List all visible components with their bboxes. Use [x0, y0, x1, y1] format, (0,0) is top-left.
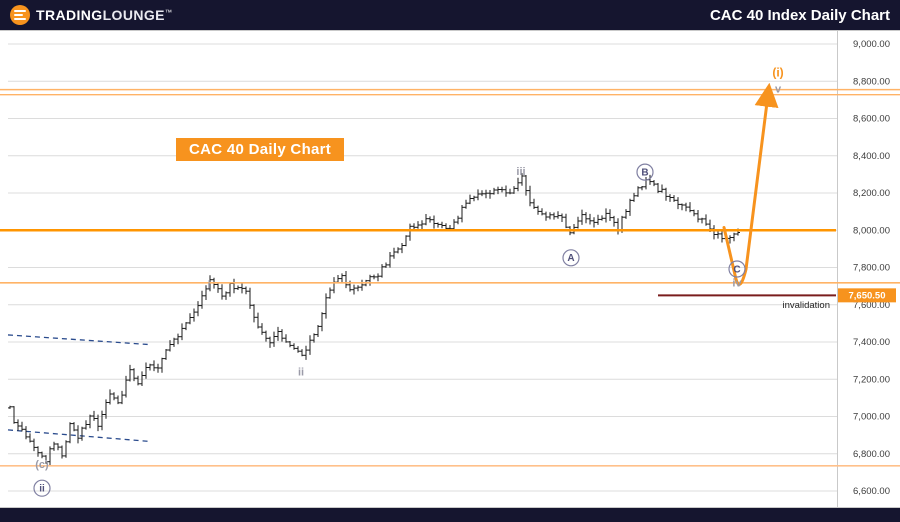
y-tick-label: 8,800.00 [853, 76, 890, 87]
invalidation-caption: invalidation [782, 300, 830, 311]
projection-arrow [722, 82, 779, 286]
wave-label: iii [516, 166, 525, 178]
invalidation-price-label: 7,650.50 [849, 291, 886, 302]
wave-label: ii [298, 366, 304, 378]
wave-label: C [733, 264, 740, 275]
invalidation-price-tag [838, 288, 896, 303]
y-tick-label: 7,400.00 [853, 337, 890, 348]
y-axis-labels: 9,000.00 8,800.00 8,600.00 8,400.00 8,200.00… [853, 39, 890, 497]
brand-logo[interactable]: TRADINGLOUNGE™ [10, 5, 172, 25]
header-bar: TRADINGLOUNGE™ CAC 40 Index Daily Chart [0, 0, 900, 30]
wave-label-circle [33, 479, 51, 497]
y-tick-label: 6,600.00 [853, 486, 890, 497]
y-tick-label: 8,400.00 [853, 151, 890, 162]
ohlc-price-bars [8, 173, 740, 466]
wave-label: i [207, 280, 210, 292]
y-tick-label: 7,800.00 [853, 263, 890, 274]
wave-label-target: (i) [772, 65, 783, 79]
wave-label: (c) [35, 459, 49, 471]
y-tick-label: 7,200.00 [853, 374, 890, 385]
tradinglounge-logo-icon [10, 5, 30, 25]
y-tick-label: 8,600.00 [853, 114, 890, 125]
wave-label: v [775, 84, 782, 96]
trendline [7, 429, 151, 443]
brand-name: TRADINGLOUNGE™ [36, 7, 172, 23]
y-tick-label: 9,000.00 [853, 39, 890, 50]
chart-canvas[interactable]: 9,000.00 8,800.00 8,600.00 8,400.00 8,200.00… [0, 30, 900, 508]
y-tick-label: 7,000.00 [853, 412, 890, 423]
page-title: CAC 40 Index Daily Chart [709, 6, 890, 24]
chart-area: 9,000.00 8,800.00 8,600.00 8,400.00 8,200.00… [0, 30, 900, 508]
wave-label: ii [39, 484, 45, 495]
wave-label-circle [636, 163, 654, 181]
wave-label: iv [732, 278, 742, 290]
y-tick-label: 7,600.00 [853, 300, 890, 311]
y-tick-label: 8,200.00 [853, 188, 890, 199]
wave-label-circle [562, 249, 580, 267]
brand-lounge-text: LOUNGE [102, 7, 165, 23]
trendline [7, 334, 151, 346]
trademark-symbol: ™ [164, 9, 173, 17]
wave-label-circle [728, 260, 746, 278]
chart-label-box: CAC 40 Daily Chart [176, 138, 345, 161]
footer-bar [0, 508, 900, 522]
brand-trading-text: TRADING [36, 7, 103, 23]
y-tick-label: 8,000.00 [853, 225, 890, 236]
y-tick-label: 6,800.00 [853, 449, 890, 460]
gridlines [8, 43, 837, 492]
wave-label: A [567, 253, 574, 264]
wave-label: B [641, 168, 648, 179]
